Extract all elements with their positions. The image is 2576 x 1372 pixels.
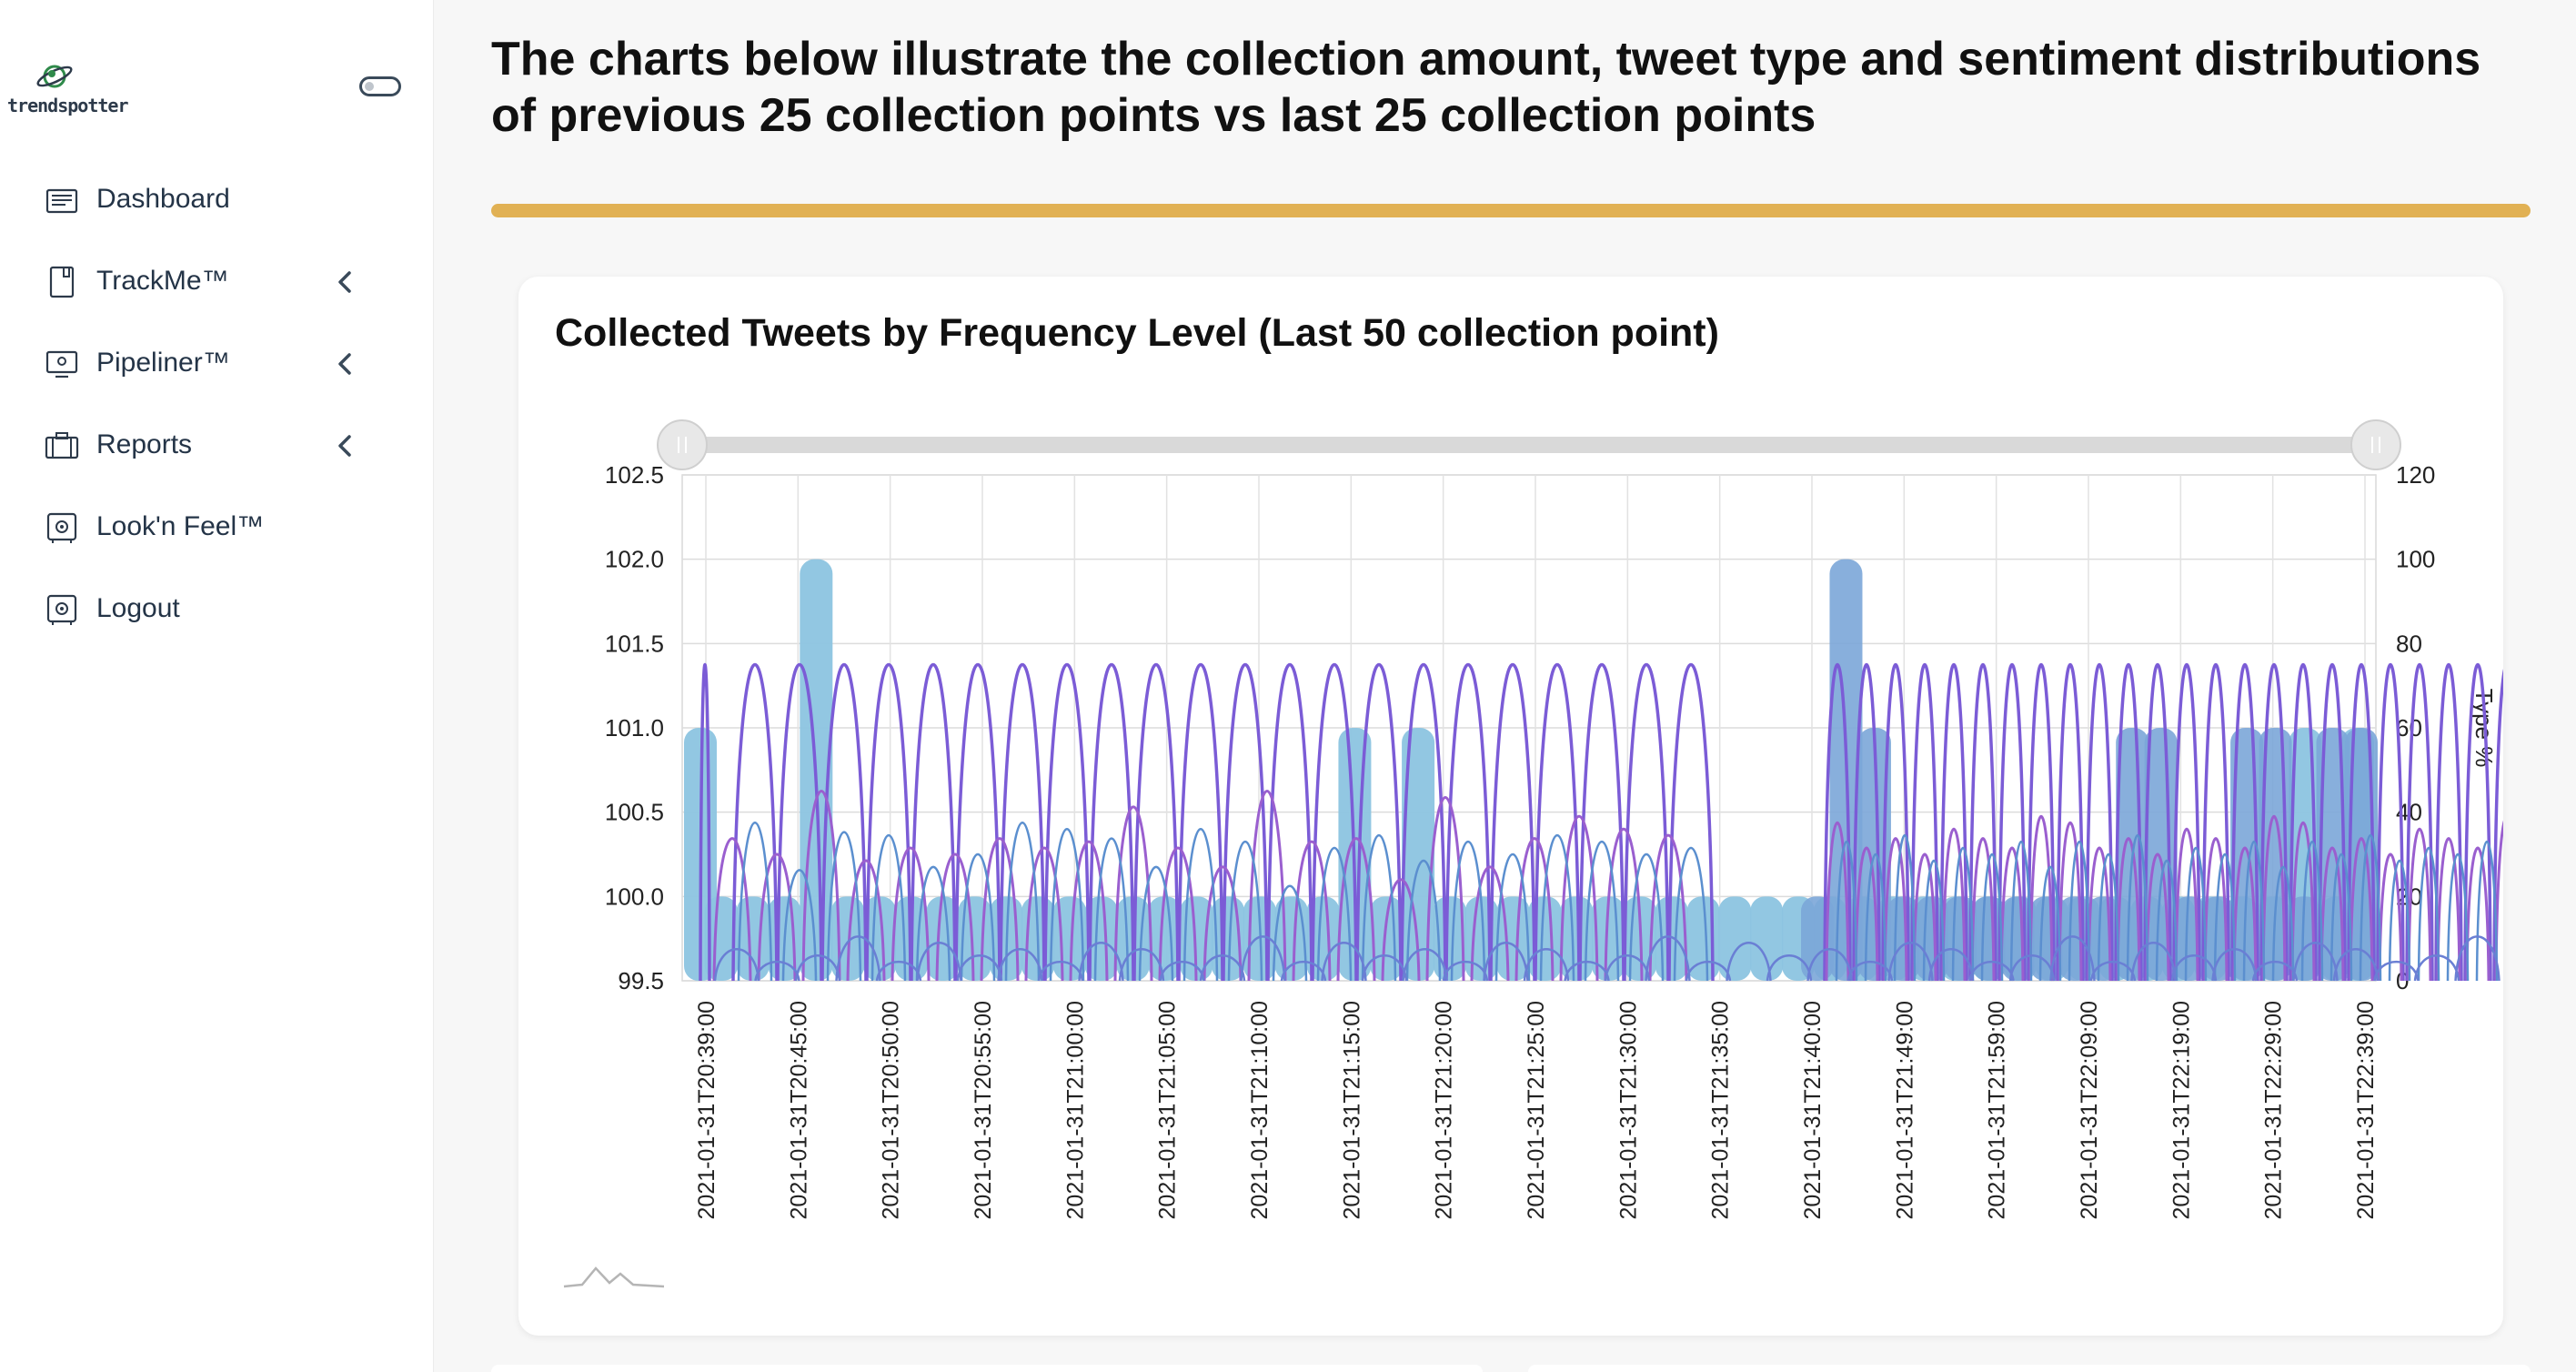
bar [704, 896, 738, 981]
chart-card: Collected Tweets by Frequency Level (Las… [518, 277, 2503, 1336]
sidebar-item-label: Dashboard [96, 184, 230, 214]
logo-planet-icon [36, 65, 73, 88]
series-line [699, 662, 2503, 982]
chart: 102.5 102.0 101.5 101.0 100.5 100.0 99.5 120 100… [563, 419, 2503, 1288]
bottom-card-right [1528, 1365, 2531, 1372]
sidebar-item-lookn-feel[interactable]: Look'n Feel™ [0, 487, 433, 569]
y-tick-label: 99.5 [618, 967, 664, 994]
safe-icon [46, 594, 77, 625]
range-slider-handle-left[interactable] [657, 419, 708, 470]
x-tick-label: 2021-01-31T21:35:00 [1708, 1001, 1734, 1219]
series-line [712, 790, 2503, 982]
sidebar-item-label: Reports [96, 429, 193, 459]
x-tick-label: 2021-01-31T20:50:00 [879, 1001, 904, 1219]
x-tick-label: 2021-01-31T22:39:00 [2353, 1001, 2379, 1219]
sidebar-item-pipeliner[interactable]: Pipeliner™ [0, 323, 433, 405]
y2-tick-label: 60 [2396, 714, 2422, 741]
chart-title: Collected Tweets by Frequency Level (Las… [555, 311, 1719, 355]
x-tick-label: 2021-01-31T21:40:00 [1800, 1001, 1826, 1219]
sidebar-item-label: Look'n Feel™ [96, 511, 265, 541]
bottom-cards [491, 1365, 2531, 1372]
bar [2345, 728, 2378, 981]
sidebar-item-reports[interactable]: Reports [0, 405, 433, 487]
range-slider-track [679, 437, 2380, 453]
sidebar-item-trackme[interactable]: TrackMe™ [0, 241, 433, 323]
logo-text: trendspotter [7, 95, 128, 116]
x-tick-label: 2021-01-31T22:09:00 [2077, 1001, 2102, 1219]
notebook-icon [49, 266, 75, 298]
page-title: The charts below illustrate the collecti… [491, 33, 2481, 142]
bottom-card-left [491, 1365, 1483, 1372]
series-line [737, 822, 2499, 982]
sidebar-nav: Dashboard TrackMe™ Pipeliner™ [0, 159, 433, 651]
series-line [713, 935, 2501, 982]
sidebar-item-label: Pipeliner™ [96, 348, 230, 378]
bar [1496, 896, 1530, 981]
sidebar-item-label: TrackMe™ [96, 266, 229, 296]
sidebar: trendspotter Dashboard TrackMe™ [0, 0, 434, 1372]
bar [1972, 896, 2006, 981]
chevron-left-icon[interactable] [333, 432, 357, 459]
bar [862, 896, 896, 981]
app-logo[interactable]: trendspotter [7, 60, 128, 126]
x-tick-label: 2021-01-31T21:49:00 [1892, 1001, 1917, 1219]
y2-tick-label: 100 [2396, 546, 2435, 573]
x-tick-label: 2021-01-31T21:30:00 [1615, 1001, 1641, 1219]
x-tick-label: 2021-01-31T21:20:00 [1432, 1001, 1457, 1219]
bar [1718, 896, 1752, 981]
sidebar-item-label: Logout [96, 593, 180, 623]
bar [1084, 896, 1118, 981]
x-tick-label: 2021-01-31T21:25:00 [1524, 1001, 1549, 1219]
x-tick-label: 2021-01-31T20:45:00 [786, 1001, 811, 1219]
x-tick-label: 2021-01-31T21:10:00 [1247, 1001, 1273, 1219]
y-tick-label: 100.5 [605, 799, 664, 826]
y2-tick-label: 120 [2396, 461, 2435, 489]
sidebar-item-dashboard[interactable]: Dashboard [0, 159, 433, 241]
x-tick-label: 2021-01-31T21:59:00 [1985, 1001, 2010, 1219]
range-slider-handle-right[interactable] [2350, 419, 2401, 470]
x-tick-label: 2021-01-31T21:15:00 [1339, 1001, 1364, 1219]
monitor-icon [45, 350, 78, 378]
bar [926, 896, 960, 981]
x-tick-label: 2021-01-31T20:39:00 [694, 1001, 719, 1219]
theme-toggle[interactable] [359, 76, 401, 96]
y-tick-label: 100.0 [605, 883, 664, 910]
x-tick-label: 2021-01-31T21:00:00 [1062, 1001, 1088, 1219]
safe-icon [46, 512, 77, 543]
sidebar-item-logout[interactable]: Logout [0, 569, 433, 651]
section-divider [491, 204, 2531, 217]
y-tick-label: 101.0 [605, 714, 664, 741]
x-tick-label: 2021-01-31T20:55:00 [971, 1001, 996, 1219]
y2-tick-label: 80 [2396, 630, 2422, 657]
toggle-knob [365, 82, 374, 91]
minimap-icon [563, 1266, 665, 1288]
y-tick-label: 102.0 [605, 546, 664, 573]
bar [1750, 896, 1784, 981]
x-tick-label: 2021-01-31T21:05:00 [1155, 1001, 1181, 1219]
dashboard-icon [45, 188, 78, 214]
x-tick-label: 2021-01-31T22:19:00 [2168, 1001, 2194, 1219]
y-tick-label: 101.5 [605, 630, 664, 657]
chevron-left-icon[interactable] [333, 350, 357, 378]
y-tick-label: 102.5 [605, 461, 664, 489]
x-tick-label: 2021-01-31T22:29:00 [2261, 1001, 2287, 1219]
chevron-left-icon[interactable] [333, 268, 357, 296]
briefcase-icon [45, 432, 79, 459]
